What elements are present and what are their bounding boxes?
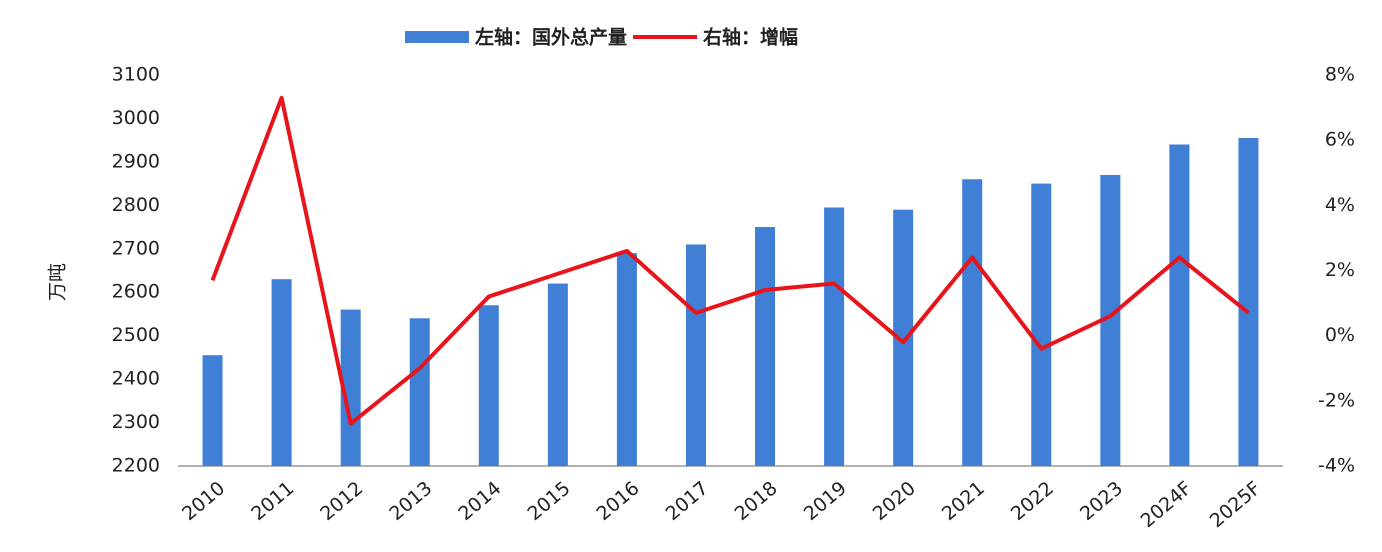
bar: [1169, 144, 1190, 466]
bar: [685, 244, 706, 466]
y2-tick-label: 6%: [1325, 129, 1355, 151]
x-tick-label: 2014: [454, 477, 505, 525]
bar: [409, 318, 430, 466]
y-tick-label: 2200: [112, 455, 160, 477]
x-tick-label: 2011: [247, 477, 298, 525]
bar: [202, 355, 223, 466]
x-tick-label: 2024F: [1137, 477, 1197, 532]
y-tick-label: 2600: [112, 281, 160, 303]
bar: [893, 209, 914, 466]
y2-tick-label: -2%: [1318, 389, 1355, 411]
bar: [1031, 183, 1052, 466]
bar: [616, 253, 637, 466]
x-tick-label: 2012: [316, 477, 367, 525]
legend-label: 右轴：增幅: [702, 26, 798, 49]
y2-tick-label: 4%: [1325, 194, 1355, 216]
bar: [1238, 137, 1259, 466]
bar: [478, 305, 499, 466]
x-tick-label: 2017: [662, 477, 713, 525]
bar: [824, 207, 845, 466]
y-tick-label: 3100: [112, 64, 160, 86]
y2-tick-label: 0%: [1325, 324, 1355, 346]
bar: [340, 309, 361, 466]
y2-tick-label: 2%: [1325, 259, 1355, 281]
y2-tick-label: -4%: [1318, 455, 1355, 477]
x-tick-label: 2016: [592, 477, 643, 525]
y-tick-label: 2400: [112, 368, 160, 390]
x-tick-label: 2015: [523, 477, 574, 525]
bar: [547, 283, 568, 466]
y-tick-label: 3000: [112, 107, 160, 129]
x-tick-label: 2022: [1007, 477, 1058, 525]
y-tick-label: 2500: [112, 324, 160, 346]
x-tick-label: 2021: [938, 477, 989, 525]
x-tick-label: 2019: [800, 477, 851, 525]
x-tick-label: 2010: [178, 477, 229, 525]
bar: [962, 179, 983, 466]
y-tick-label: 2800: [112, 194, 160, 216]
x-tick-label: 2025F: [1206, 477, 1266, 532]
y-tick-label: 2900: [112, 150, 160, 172]
y-axis-label: 万吨: [47, 263, 69, 301]
legend-swatch: [405, 31, 469, 43]
y-tick-label: 2700: [112, 237, 160, 259]
y2-tick-label: 8%: [1325, 64, 1355, 86]
bar: [755, 227, 776, 466]
line: [210, 95, 1250, 426]
x-tick-label: 2020: [869, 477, 920, 525]
legend-label: 左轴：国外总产量: [475, 26, 627, 49]
bar: [271, 279, 292, 466]
x-tick-label: 2023: [1076, 477, 1127, 525]
bar: [1100, 174, 1121, 466]
x-tick-label: 2018: [731, 477, 782, 525]
x-tick-label: 2013: [385, 477, 436, 525]
y-tick-label: 2300: [112, 411, 160, 433]
